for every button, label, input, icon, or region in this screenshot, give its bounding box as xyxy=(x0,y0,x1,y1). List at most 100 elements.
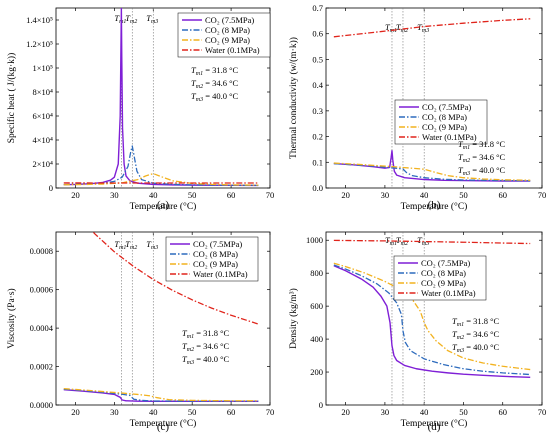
chart-panel-2: 20 30 40 50 60 70 0.0 0.1 0.2 0.3 0.4 0.5 0.6 0.7 Temp… xyxy=(288,3,546,212)
legend-entry: CO₂ (8 MPa) xyxy=(421,268,466,278)
vline-label: Tm1 xyxy=(114,13,126,25)
vline-label: Tm1 xyxy=(114,239,126,251)
vline-label: Tm3 xyxy=(417,235,429,247)
chart-panel-4: 20 30 40 50 60 70 0 200 400 600 800 1000 Temperature… xyxy=(288,231,547,433)
series-line-3 xyxy=(63,388,259,402)
y-tick-label: 800 xyxy=(310,268,323,278)
vline-label: Tm3 xyxy=(146,239,158,251)
legend-entry: CO₂ (9 MPa) xyxy=(193,259,238,269)
x-tick-label: 40 xyxy=(149,190,158,200)
y-tick-label: 0.3 xyxy=(312,106,323,116)
x-tick-label: 70 xyxy=(538,190,547,200)
series-line-2 xyxy=(63,145,259,187)
x-axis-label: Temperature (°C) xyxy=(130,418,197,429)
legend-entry: CO₂ (7.5MPa) xyxy=(422,102,471,112)
series-line-3 xyxy=(333,162,531,181)
y-tick-label: 1000 xyxy=(306,235,323,245)
x-tick-label: 20 xyxy=(71,190,80,200)
y-tick-label: 200 xyxy=(310,367,323,377)
y-tick-label: 0.1 xyxy=(312,157,323,167)
vline-label: Tm3 xyxy=(146,13,158,25)
y-tick-label: 2×10⁴ xyxy=(32,159,53,169)
legend-box xyxy=(177,12,271,58)
x-tick-label: 60 xyxy=(227,407,236,417)
annotation: Tm2 = 34.6 °C xyxy=(182,341,230,353)
annotation: Tm2 = 34.6 °C xyxy=(458,152,506,164)
y-tick-label: 0.0004 xyxy=(30,323,54,333)
vline-label: Tm1 xyxy=(385,235,397,247)
x-tick-label: 30 xyxy=(381,407,390,417)
x-tick-label: 20 xyxy=(71,407,80,417)
vline-label: Tm2 xyxy=(396,235,408,247)
series-line-2 xyxy=(333,162,531,182)
y-tick-label: 0 xyxy=(319,400,323,410)
vline-label: Tm2 xyxy=(125,13,137,25)
y-tick-label: 400 xyxy=(310,334,323,344)
annotation: Tm2 = 34.6 °C xyxy=(191,78,239,90)
y-tick-label: 0 xyxy=(49,183,53,193)
legend-entry: CO₂ (9 MPa) xyxy=(422,122,467,132)
y-tick-label: 6×10⁴ xyxy=(32,111,53,121)
panel-label: (c) xyxy=(157,421,170,433)
annotation: Tm1 = 31.8 °C xyxy=(182,328,230,340)
x-tick-label: 30 xyxy=(110,190,119,200)
x-tick-label: 50 xyxy=(188,407,197,417)
legend-entry: Water (0.1MPa) xyxy=(421,288,476,298)
legend-entry: CO₂ (8 MPa) xyxy=(422,112,467,122)
x-tick-label: 30 xyxy=(110,407,119,417)
legend: CO₂ (7.5MPa)CO₂ (8 MPa)CO₂ (9 MPa)Water … xyxy=(394,99,488,145)
y-tick-label: 0.7 xyxy=(312,3,323,13)
plot-series xyxy=(63,8,259,187)
x-axis-label: Temperature (°C) xyxy=(130,201,197,212)
x-tick-label: 40 xyxy=(149,407,158,417)
x-tick-label: 60 xyxy=(498,407,507,417)
legend-entry: Water (0.1MPa) xyxy=(422,132,477,142)
legend-entry: CO₂ (9 MPa) xyxy=(421,278,466,288)
annotation: Tm3 = 40.0 °C xyxy=(458,165,506,177)
series-line-1 xyxy=(333,265,531,379)
panel-label: (b) xyxy=(428,199,441,211)
y-tick-label: 0.2 xyxy=(312,132,323,142)
panel-label: (a) xyxy=(157,199,170,211)
y-axis-label: Thermal conductivity (w/(m·k)) xyxy=(288,37,299,159)
legend-entry: CO₂ (7.5MPa) xyxy=(421,258,470,268)
y-tick-label: 0.0006 xyxy=(30,285,53,295)
legend-entry: Water (0.1MPa) xyxy=(205,45,260,55)
annotation: Tm1 = 31.8 °C xyxy=(458,139,506,151)
y-axis-label: Density (kg/m³) xyxy=(288,288,299,349)
y-tick-label: 0.0000 xyxy=(30,400,53,410)
series-line-4 xyxy=(333,239,531,245)
x-tick-label: 40 xyxy=(420,190,429,200)
y-tick-label: 0.0 xyxy=(312,183,323,193)
x-tick-label: 60 xyxy=(498,190,507,200)
y-tick-label: 1.2×10⁵ xyxy=(26,39,53,49)
chart-panel-3: 20 30 40 50 60 70 0.0000 0.0002 0.0004 0.0006 0.00… xyxy=(6,231,275,433)
x-tick-label: 40 xyxy=(420,407,429,417)
series-line-1 xyxy=(333,150,531,182)
y-tick-label: 0.5 xyxy=(312,54,323,64)
annotation: Tm3 = 40.0 °C xyxy=(191,91,239,103)
legend-entry: CO₂ (8 MPa) xyxy=(193,249,238,259)
y-tick-label: 0.6 xyxy=(312,29,323,39)
x-tick-label: 70 xyxy=(538,407,547,417)
x-tick-label: 70 xyxy=(266,407,275,417)
x-axis-label: Temperature (°C) xyxy=(401,418,468,429)
plot-frame xyxy=(325,7,543,189)
legend: CO₂ (7.5MPa)CO₂ (8 MPa)CO₂ (9 MPa)Water … xyxy=(177,12,271,58)
annotation: Tm1 = 31.8 °C xyxy=(191,65,239,77)
vline-label: Tm1 xyxy=(385,22,397,34)
legend: CO₂ (7.5MPa)CO₂ (8 MPa)CO₂ (9 MPa)Water … xyxy=(393,255,487,301)
series-line-3 xyxy=(63,172,259,186)
x-tick-label: 20 xyxy=(341,407,350,417)
annotation: Tm3 = 40.0 °C xyxy=(182,354,230,366)
legend-entry: CO₂ (7.5MPa) xyxy=(193,239,242,249)
x-tick-label: 50 xyxy=(188,190,197,200)
y-axis-label: Viscosity (Pa·s) xyxy=(6,288,17,348)
y-tick-label: 8×10⁴ xyxy=(32,87,53,97)
plot-series xyxy=(63,232,259,403)
y-tick-label: 0.0002 xyxy=(30,362,53,372)
legend-entry: CO₂ (8 MPa) xyxy=(205,25,250,35)
vline-label: Tm2 xyxy=(125,239,137,251)
series-line-3 xyxy=(333,262,531,371)
